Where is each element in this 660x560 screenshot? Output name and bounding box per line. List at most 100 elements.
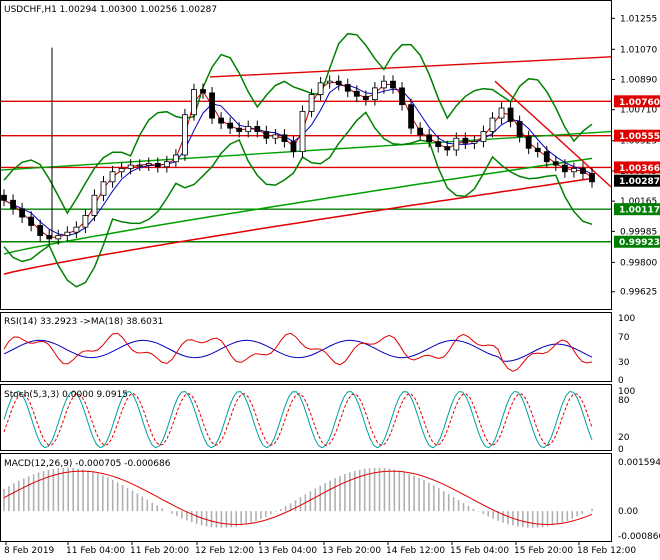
level-label-box bbox=[614, 235, 660, 248]
trend-line-upper bbox=[209, 56, 612, 78]
candle-body bbox=[227, 122, 234, 129]
level-label-text: 0.99923 bbox=[619, 238, 660, 248]
rsi-axis-label: 0 bbox=[618, 376, 624, 386]
candle-body bbox=[46, 235, 53, 240]
rsi-axis-label: 30 bbox=[618, 358, 630, 368]
price-tick-label: 1.00165 bbox=[620, 197, 657, 207]
stoch-axis-label: 80 bbox=[618, 396, 630, 406]
macd-axis-label: 0.001594 bbox=[618, 458, 660, 468]
candle-body bbox=[534, 147, 541, 153]
price-tick-label: 1.00710 bbox=[620, 106, 657, 116]
level-label-text: 1.00117 bbox=[619, 206, 660, 216]
rsi-axis-label: 70 bbox=[618, 333, 630, 343]
macd-axis-label: 0.00 bbox=[618, 507, 638, 517]
rsi-ma-line bbox=[3, 339, 593, 362]
candle-body bbox=[462, 137, 469, 144]
main-price-series bbox=[0, 32, 612, 288]
level-label-text: 1.00760 bbox=[619, 98, 660, 108]
time-axis: 8 Feb 2019 11 Feb 04:00 11 Feb 20:00 12 Feb… bbox=[4, 541, 636, 556]
current-price-box bbox=[614, 174, 660, 187]
price-tick-label: 0.99800 bbox=[620, 258, 657, 268]
time-tick-label: 11 Feb 20:00 bbox=[130, 546, 189, 556]
candle-body bbox=[191, 89, 197, 116]
candle-body bbox=[100, 181, 107, 196]
stoch-axis-label: 100 bbox=[618, 387, 635, 397]
bollinger-lower bbox=[3, 111, 593, 288]
macd-header: MACD(12,26,9) -0.000705 -0.000686 bbox=[4, 459, 171, 469]
trend-line-channel bbox=[0, 130, 612, 171]
candle-body bbox=[371, 87, 378, 101]
sma-red-line bbox=[3, 177, 593, 275]
stoch-panel bbox=[0, 384, 612, 451]
candle-body bbox=[91, 194, 98, 216]
candle-body bbox=[200, 89, 206, 94]
candle-body bbox=[209, 92, 215, 119]
candle-body bbox=[353, 90, 360, 97]
sma-green-line bbox=[3, 157, 593, 255]
candle-body bbox=[299, 110, 306, 153]
candle-body bbox=[163, 161, 170, 168]
stoch-axis-label: 0 bbox=[618, 445, 624, 455]
time-tick-label: 11 Feb 04:00 bbox=[66, 546, 125, 556]
candle-body bbox=[19, 208, 25, 218]
candle-body bbox=[127, 164, 134, 169]
candle-body bbox=[426, 134, 433, 142]
level-label-box bbox=[614, 203, 660, 216]
candle-body bbox=[399, 87, 405, 106]
candle-body bbox=[552, 161, 559, 166]
macd-signal-line bbox=[3, 470, 593, 526]
main-panel bbox=[0, 0, 612, 310]
price-tick-label: 1.00890 bbox=[620, 76, 657, 86]
price-tick-label: 1.00525 bbox=[620, 137, 657, 147]
candle-body bbox=[64, 231, 71, 236]
candle-body bbox=[290, 141, 297, 153]
current-price-label: 1.00287 bbox=[619, 177, 660, 187]
candle-body bbox=[254, 126, 261, 132]
stoch-series bbox=[3, 390, 593, 449]
candle-body bbox=[525, 136, 532, 149]
candle-body bbox=[272, 134, 279, 139]
candle-body bbox=[362, 95, 369, 101]
candle-body bbox=[73, 226, 80, 233]
candle-body bbox=[82, 214, 89, 228]
candle-body bbox=[136, 164, 143, 167]
stoch-signal-line bbox=[3, 393, 593, 447]
candle-body bbox=[335, 80, 342, 85]
level-label-box bbox=[614, 95, 660, 108]
candle-body bbox=[317, 82, 324, 95]
stoch-header: Stoch(5,3,3) 0.0000 9.0915 bbox=[4, 390, 128, 400]
time-tick-label: 14 Feb 12:00 bbox=[386, 546, 445, 556]
candle-body bbox=[344, 84, 351, 92]
level-label-box bbox=[614, 129, 660, 142]
time-tick-label: 18 Feb 12:00 bbox=[577, 546, 636, 556]
price-tick-label: 1.01255 bbox=[620, 14, 657, 24]
candle-body bbox=[182, 114, 188, 156]
candle-body bbox=[1, 194, 7, 201]
candle-body bbox=[408, 104, 414, 129]
rsi-header: RSI(14) 33.2923 ->MA(18) 38.6031 bbox=[4, 317, 163, 327]
level-label-text: 1.00366 bbox=[619, 164, 660, 174]
candle-body bbox=[435, 141, 442, 148]
time-tick-label: 13 Feb 20:00 bbox=[322, 546, 381, 556]
horizontal-level-labels: 1.00760 1.00555 1.00366 1.00117 0.99923 1.002… bbox=[614, 95, 660, 248]
candle-body bbox=[589, 173, 595, 183]
time-tick-label: 15 Feb 20:00 bbox=[514, 546, 573, 556]
candle-body bbox=[561, 164, 568, 173]
candle-body bbox=[453, 137, 460, 151]
time-tick-label: 15 Feb 04:00 bbox=[450, 546, 509, 556]
candle-body bbox=[28, 216, 35, 226]
candle-body bbox=[55, 235, 62, 240]
candle-body bbox=[118, 168, 125, 173]
candle-body bbox=[516, 121, 523, 137]
candle-body bbox=[145, 162, 152, 166]
candle-body bbox=[172, 154, 179, 163]
candle-body bbox=[154, 162, 161, 168]
candle-body bbox=[326, 80, 333, 84]
candle-body bbox=[417, 127, 424, 136]
chart-symbol-header: USDCHF,H1 1.00294 1.00300 1.00256 1.0028… bbox=[4, 5, 217, 15]
bollinger-upper bbox=[3, 32, 593, 215]
rsi-line bbox=[3, 332, 593, 372]
price-tick-label: 0.99985 bbox=[620, 227, 657, 237]
